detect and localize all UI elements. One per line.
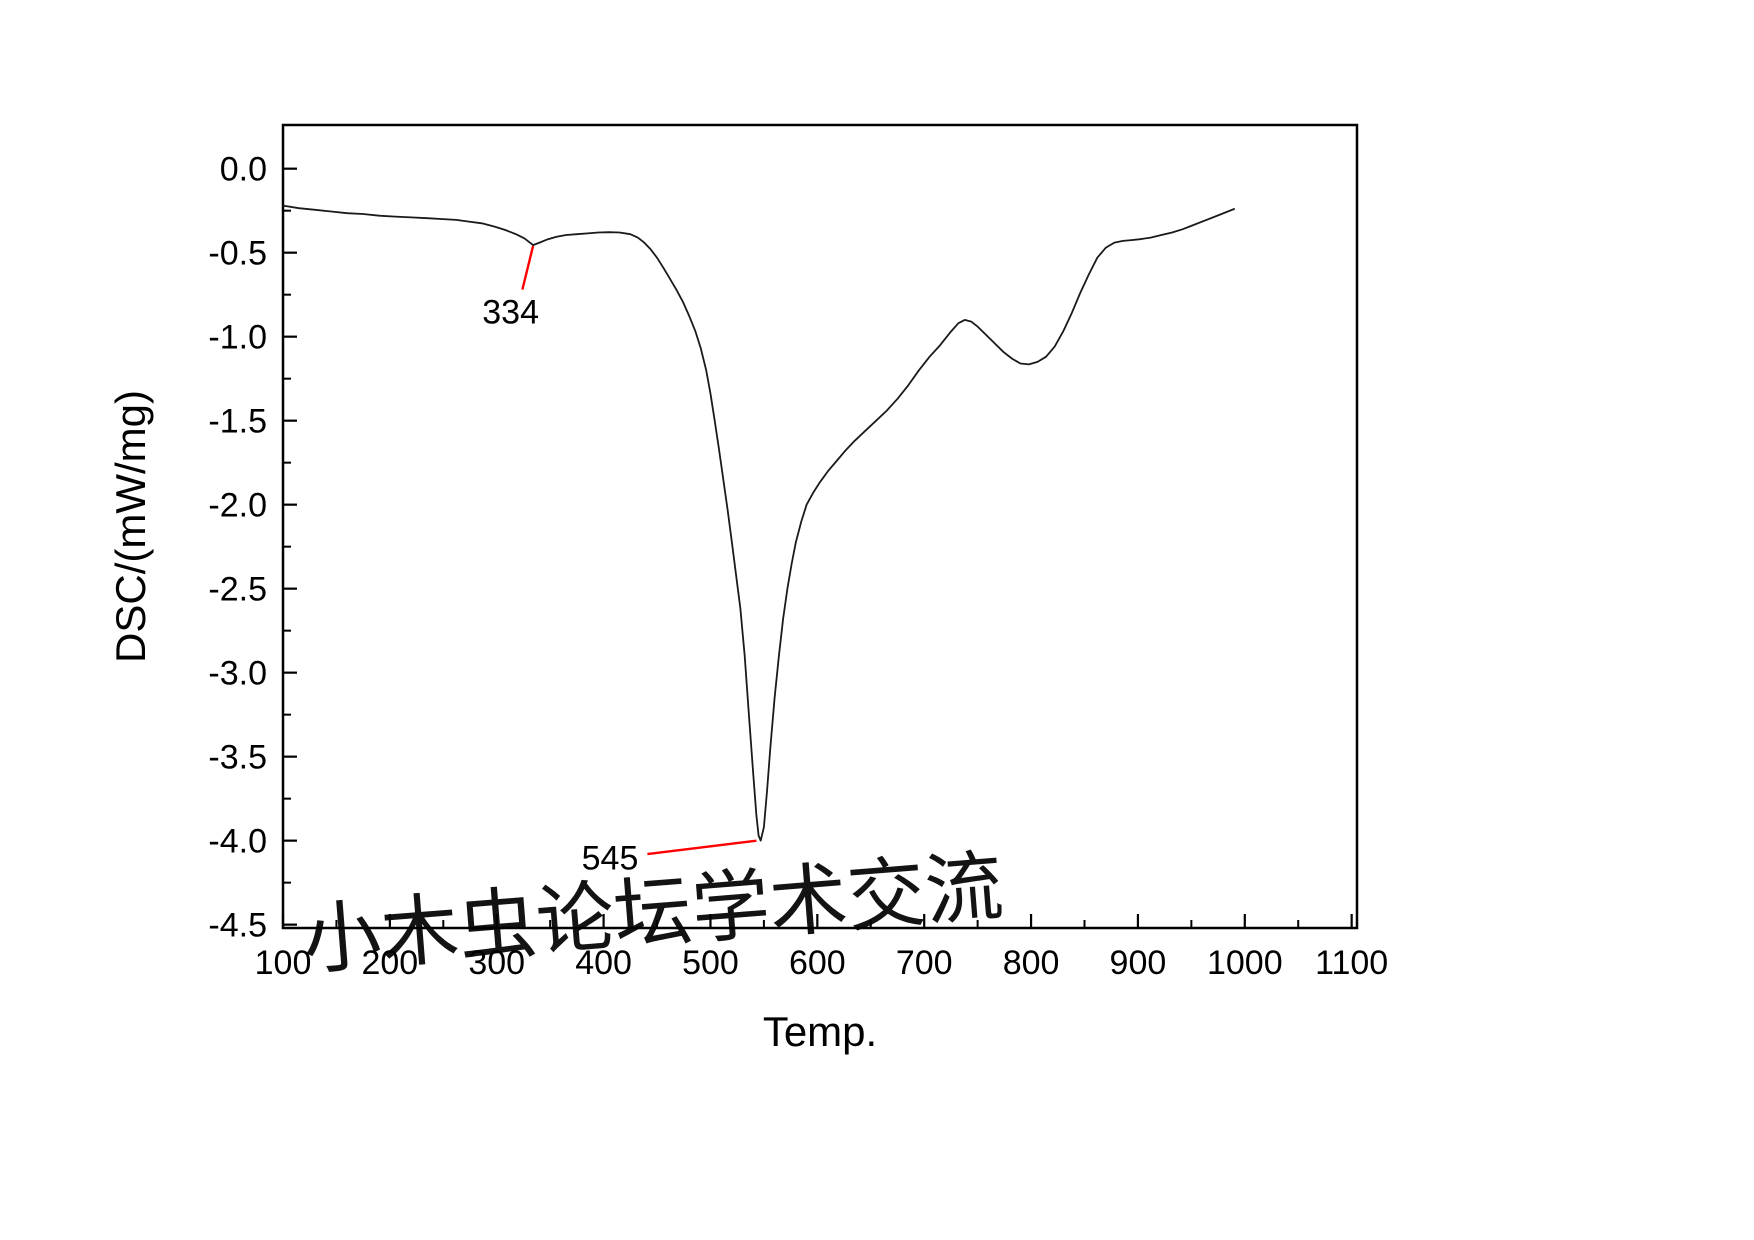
y-tick-label: -2.0 — [208, 487, 267, 525]
chart-content: 100 200 300 400 500 600 700 800 900 1000 1100 0.0 -0… — [208, 123, 1388, 982]
dsc-curve — [282, 204, 1235, 842]
annotation-label: 545 — [582, 839, 639, 877]
y-tick-label: 0.0 — [220, 151, 267, 189]
x-tick-label: 1000 — [1207, 944, 1283, 982]
x-tick-label: 500 — [682, 944, 739, 982]
x-tick-label: 200 — [361, 944, 418, 982]
annotation-leader-line — [647, 839, 757, 856]
x-tick-label: 1100 — [1315, 944, 1388, 982]
y-tick-label: -2.5 — [208, 571, 267, 609]
annotation-545: 545 — [582, 839, 757, 877]
y-tick-label: -0.5 — [208, 235, 267, 273]
y-axis-ticks: 0.0 -0.5 -1.0 -1.5 -2.0 -2.5 -3.0 -3.5 -4.0 -4.5 — [208, 151, 297, 945]
y-tick-label: -1.0 — [208, 319, 267, 357]
x-axis-ticks: 100 200 300 400 500 600 700 800 900 1000 1100 — [255, 914, 1388, 982]
annotation-label: 334 — [482, 293, 539, 331]
x-tick-label: 700 — [896, 944, 953, 982]
plot-frame — [281, 123, 1359, 930]
y-tick-label: -4.5 — [208, 907, 267, 945]
annotation-leader-line — [521, 245, 535, 290]
x-tick-label: 400 — [575, 944, 632, 982]
y-tick-label: -4.0 — [208, 823, 267, 861]
y-tick-label: -3.0 — [208, 655, 267, 693]
x-tick-label: 900 — [1110, 944, 1167, 982]
x-tick-label: 300 — [468, 944, 525, 982]
annotation-334: 334 — [482, 245, 539, 331]
x-axis-title: Temp. — [763, 1008, 877, 1055]
x-tick-label: 600 — [789, 944, 846, 982]
y-tick-label: -3.5 — [208, 739, 267, 777]
x-tick-label: 800 — [1003, 944, 1060, 982]
y-tick-label: -1.5 — [208, 403, 267, 441]
y-axis-title: DSC/(mW/mg) — [107, 390, 154, 663]
x-tick-label: 100 — [255, 944, 312, 982]
